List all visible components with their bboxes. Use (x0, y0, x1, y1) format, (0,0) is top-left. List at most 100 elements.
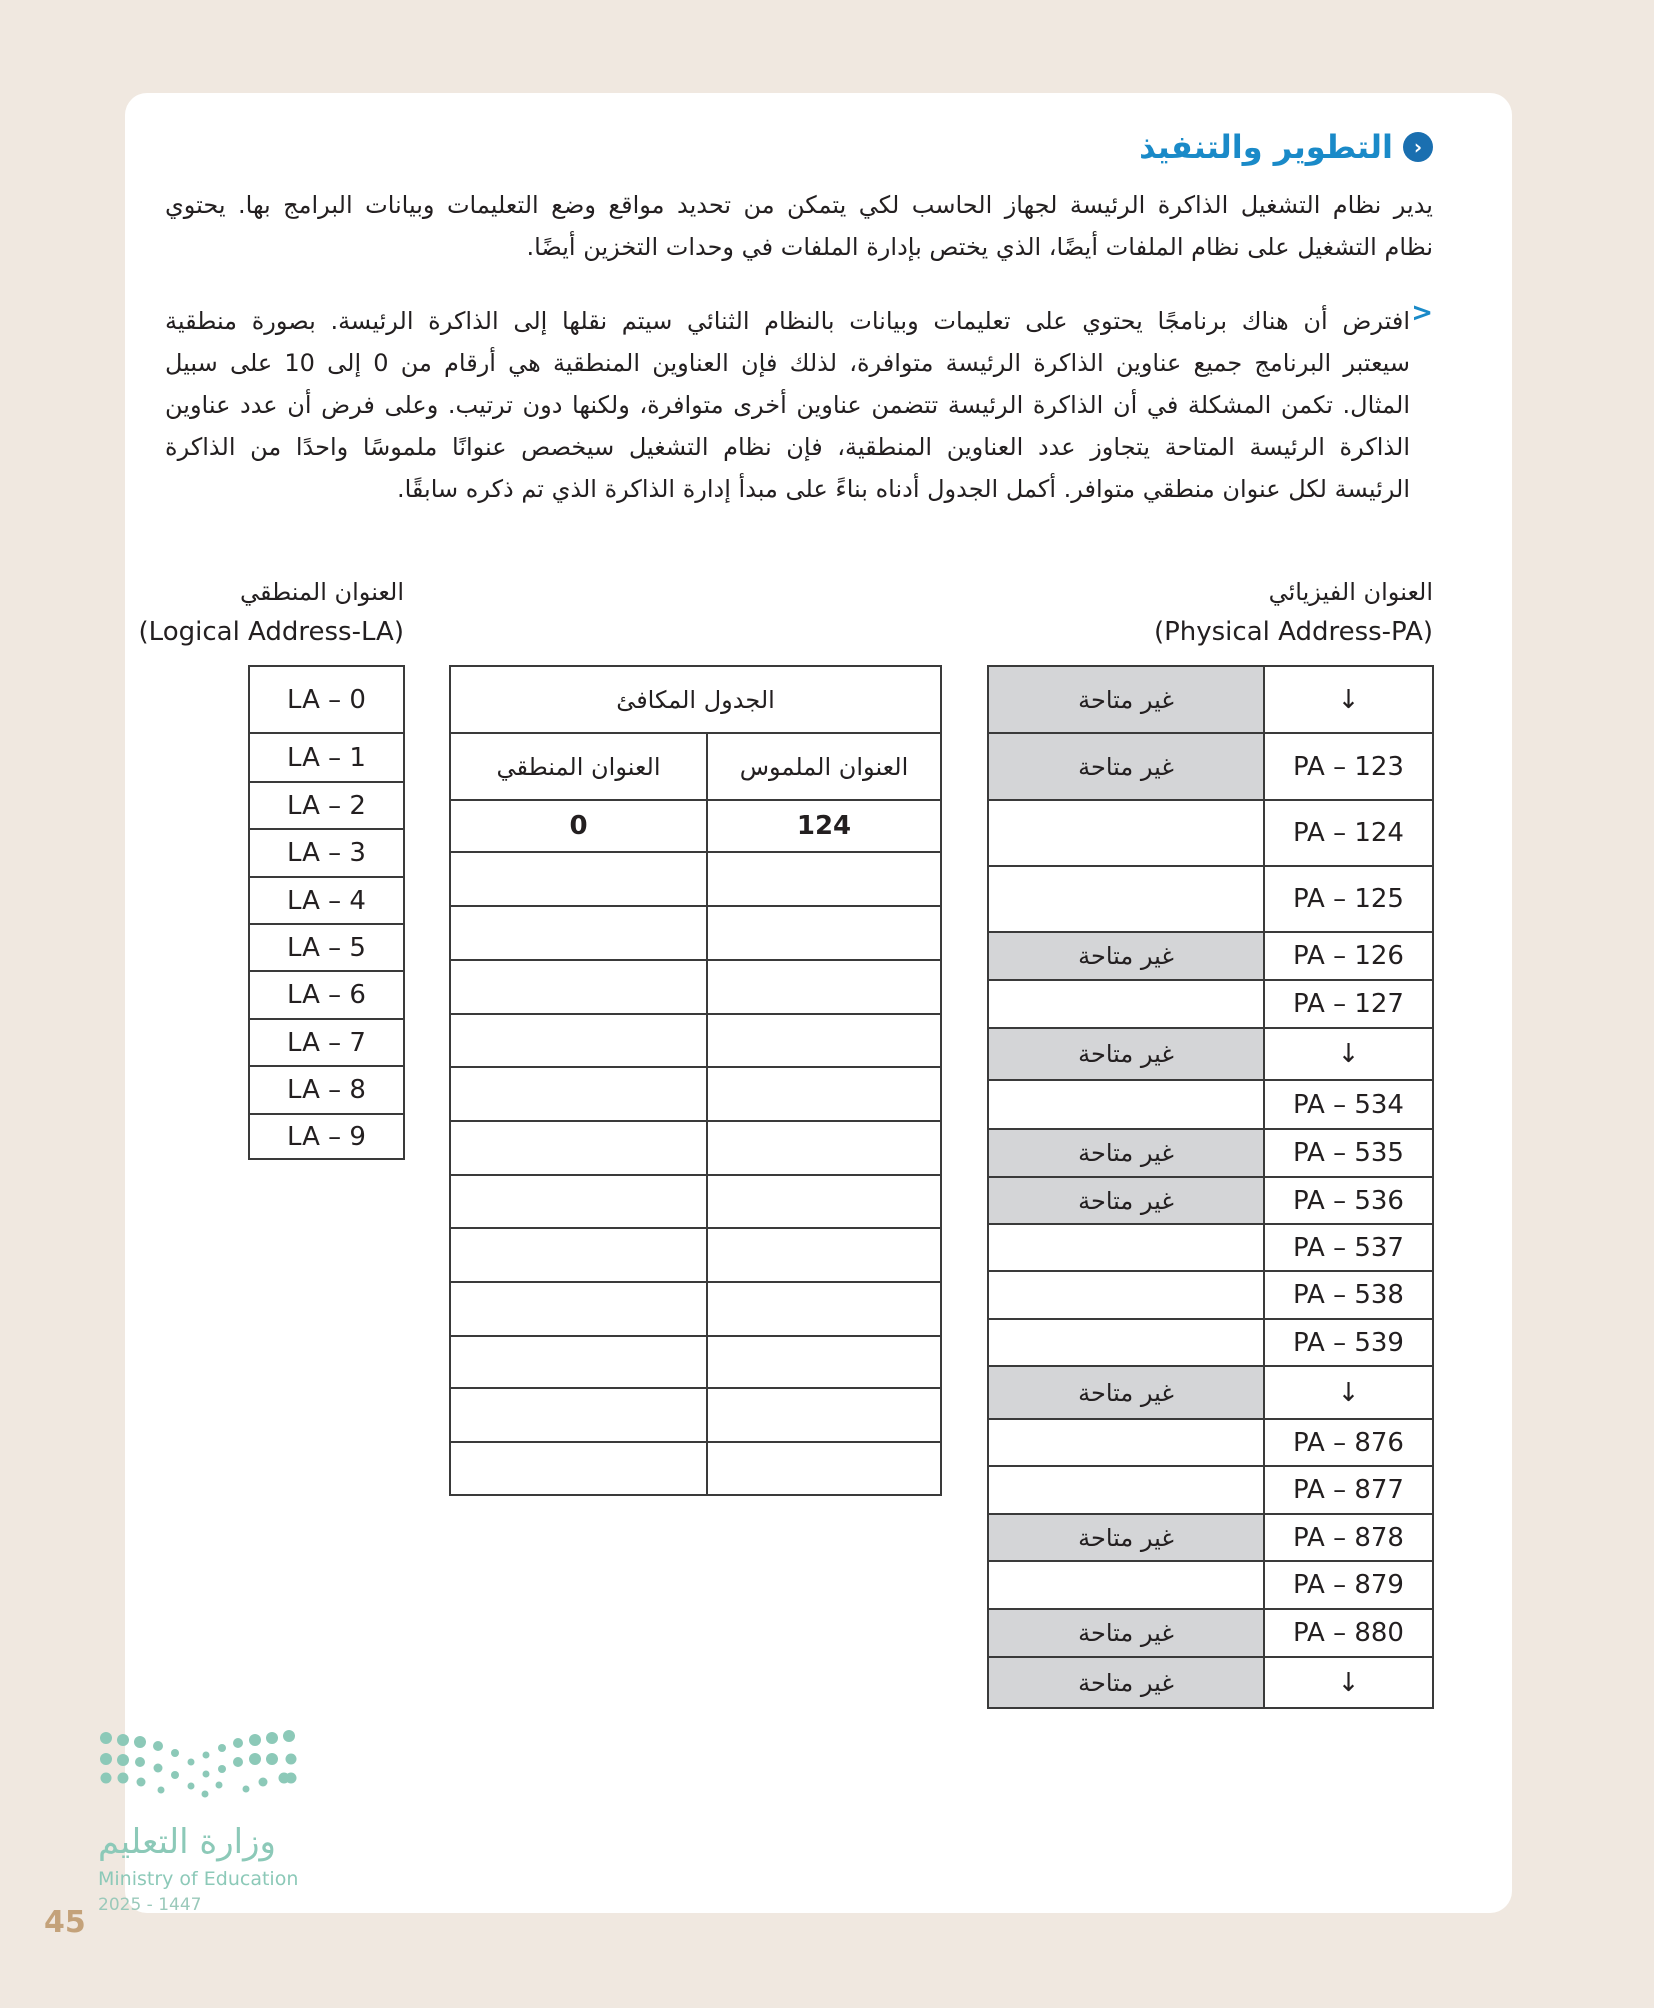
mapping-logical-cell[interactable] (449, 1013, 708, 1068)
mapping-physical-cell[interactable] (706, 1066, 942, 1122)
mapping-logical-cell[interactable] (449, 959, 708, 1015)
arrow-down-icon: ↓ (1263, 665, 1434, 734)
logical-address-cell: LA – 2 (248, 781, 405, 830)
availability-cell (987, 1318, 1265, 1367)
physical-address-cell: PA – 124 (1263, 799, 1434, 867)
logo-dot (117, 1754, 129, 1766)
logo-text-ar: وزارة التعليم (98, 1822, 276, 1862)
physical-row: PA – 534 (987, 1079, 1434, 1130)
physical-row: غير متاحة PA – 126 (987, 931, 1434, 981)
mapping-table: الجدول المكافئ العنوان المنطقي العنوان ا… (449, 665, 942, 1496)
logo-dot (218, 1744, 226, 1752)
logo-dot (249, 1734, 261, 1746)
section-heading: ‹ التطوير والتنفيذ (1139, 128, 1433, 166)
physical-address-cell: PA – 535 (1263, 1128, 1434, 1178)
paragraph-line: يدير نظام التشغيل الذاكرة الرئيسة لجهاز … (165, 191, 1433, 219)
chevron-circle-icon: ‹ (1403, 132, 1433, 162)
mapping-physical-cell[interactable] (706, 905, 942, 961)
logical-address-cell: LA – 0 (248, 665, 405, 734)
mapping-logical-cell[interactable] (449, 905, 708, 961)
paragraph-line: الرئيسة لكل عنوان منطقي متوافر. أكمل الج… (396, 475, 1410, 503)
mapping-logical-cell[interactable] (449, 1441, 708, 1496)
logo-dot (285, 1772, 297, 1784)
logical-row: LA – 9 (248, 1113, 405, 1160)
logo-dot (171, 1771, 179, 1779)
physical-row: غير متاحة ↓ (987, 1365, 1434, 1420)
logo-dot (171, 1749, 179, 1757)
mapping-logical-cell[interactable] (449, 1066, 708, 1122)
col-logical-header: العنوان المنطقي (449, 732, 708, 801)
availability-cell (987, 865, 1265, 933)
mapping-logical-cell[interactable]: 0 (449, 799, 708, 853)
physical-row: غير متاحة PA – 536 (987, 1176, 1434, 1225)
physical-row: غير متاحة ↓ (987, 1027, 1434, 1081)
physical-title-en: (Physical Address-PA) (1153, 617, 1433, 647)
mapping-physical-cell[interactable] (706, 851, 942, 907)
logo-dot (249, 1753, 261, 1765)
mapping-physical-cell[interactable] (706, 1174, 942, 1229)
mapping-physical-cell[interactable] (706, 1281, 942, 1337)
mapping-physical-cell[interactable] (706, 1120, 942, 1176)
mapping-physical-cell[interactable] (706, 1335, 942, 1389)
logo-dot (117, 1772, 129, 1784)
availability-cell: غير متاحة (987, 1608, 1265, 1658)
physical-address-cell: PA – 536 (1263, 1176, 1434, 1225)
physical-row: غير متاحة PA – 878 (987, 1513, 1434, 1562)
physical-address-table: غير متاحة ↓ غير متاحة PA – 123 PA – 124 PA – … (987, 665, 1434, 1709)
logo-dot (266, 1753, 278, 1765)
mapping-logical-cell[interactable] (449, 1174, 708, 1229)
availability-cell (987, 1418, 1265, 1467)
logical-address-cell: LA – 3 (248, 828, 405, 878)
logo-year: 2025 - 1447 (98, 1895, 202, 1915)
logo-dot (187, 1758, 195, 1766)
logo-dot (202, 1751, 210, 1759)
mapping-logical-cell[interactable] (449, 1120, 708, 1176)
mapping-logical-cell[interactable] (449, 1227, 708, 1283)
mapping-logical-cell[interactable] (449, 1387, 708, 1443)
availability-cell: غير متاحة (987, 665, 1265, 734)
mapping-row (449, 905, 942, 961)
logical-row: LA – 1 (248, 732, 405, 783)
mapping-physical-cell[interactable] (706, 1441, 942, 1496)
physical-row: PA – 539 (987, 1318, 1434, 1367)
logical-address-cell: LA – 6 (248, 970, 405, 1020)
logical-address-cell: LA – 9 (248, 1113, 405, 1160)
bullet-chevron-icon: > (1411, 298, 1433, 328)
logical-row: LA – 8 (248, 1065, 405, 1115)
paragraph-line: الذاكرة الرئيسة المتاحة يتجاوز عدد العنا… (165, 433, 1410, 461)
physical-row: PA – 127 (987, 979, 1434, 1029)
physical-row: PA – 537 (987, 1223, 1434, 1272)
logo-text-en: Ministry of Education (98, 1868, 299, 1890)
mapping-physical-cell[interactable]: 124 (706, 799, 942, 853)
mapping-logical-cell[interactable] (449, 1281, 708, 1337)
mapping-row (449, 1281, 942, 1337)
availability-cell (987, 1560, 1265, 1610)
physical-address-cell: PA – 534 (1263, 1079, 1434, 1130)
physical-address-cell: PA – 125 (1263, 865, 1434, 933)
physical-row: PA – 876 (987, 1418, 1434, 1467)
logical-address-table: LA – 0 LA – 1 LA – 2 LA – 3 LA – 4 LA – 5 LA –… (248, 665, 405, 1160)
physical-address-cell: PA – 539 (1263, 1318, 1434, 1367)
arrow-down-icon: ↓ (1263, 1656, 1434, 1709)
physical-address-cell: PA – 538 (1263, 1270, 1434, 1320)
availability-cell (987, 1270, 1265, 1320)
paragraph-line: نظام التشغيل على نظام الملفات أيضًا، الذ… (526, 233, 1433, 261)
mapping-physical-cell[interactable] (706, 1013, 942, 1068)
availability-cell (987, 1465, 1265, 1515)
mapping-row (449, 1441, 942, 1496)
availability-cell (987, 799, 1265, 867)
mapping-physical-cell[interactable] (706, 1387, 942, 1443)
availability-cell: غير متاحة (987, 1128, 1265, 1178)
mapping-logical-cell[interactable] (449, 851, 708, 907)
mapping-physical-cell[interactable] (706, 959, 942, 1015)
mapping-row (449, 1013, 942, 1068)
logo-dot (285, 1753, 297, 1765)
logo-dot (233, 1757, 243, 1767)
logical-row: LA – 6 (248, 970, 405, 1020)
availability-cell: غير متاحة (987, 1365, 1265, 1420)
physical-address-cell: PA – 537 (1263, 1223, 1434, 1272)
mapping-physical-cell[interactable] (706, 1227, 942, 1283)
mapping-logical-cell[interactable] (449, 1335, 708, 1389)
physical-address-cell: PA – 877 (1263, 1465, 1434, 1515)
logical-address-cell: LA – 1 (248, 732, 405, 783)
